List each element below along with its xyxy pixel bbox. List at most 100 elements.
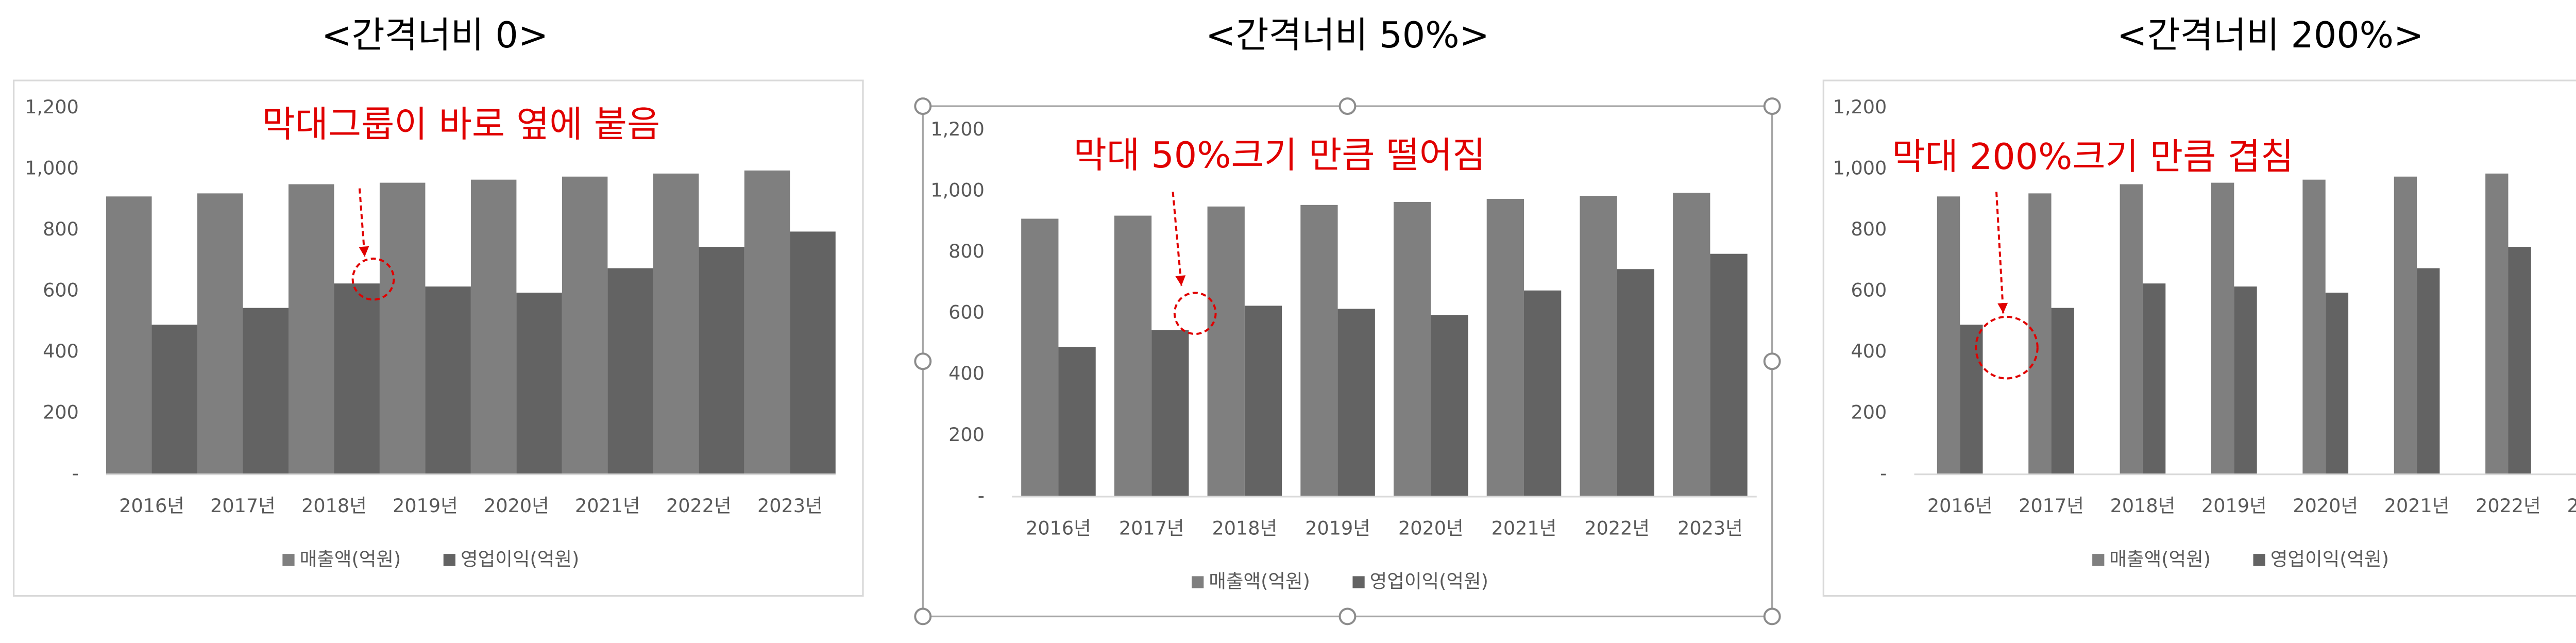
bar	[607, 268, 653, 475]
bar	[2234, 286, 2257, 475]
bar	[562, 176, 608, 475]
bar	[106, 196, 152, 475]
bar	[1207, 206, 1245, 497]
y-tick-label: 600	[1851, 279, 1887, 301]
x-tick-label: 2018년	[1212, 517, 1278, 539]
selection-handle	[1763, 97, 1781, 115]
annotation-circle	[1975, 315, 2039, 380]
bar	[790, 231, 836, 475]
x-tick-label: 2016년	[119, 495, 184, 517]
y-tick-label: -	[72, 462, 79, 484]
bar	[2417, 268, 2440, 475]
annotation: 막대 50%크기 만큼 떨어짐	[1074, 134, 1485, 176]
annotation: 막대그룹이 바로 옆에 붙음	[262, 104, 660, 145]
annotation-arrowhead	[1175, 275, 1186, 286]
bar	[1393, 201, 1431, 497]
x-tick-label: 2023년	[1677, 517, 1743, 539]
bar	[653, 173, 699, 475]
y-tick-label: 800	[1851, 218, 1887, 240]
bar	[1058, 347, 1096, 497]
bar	[243, 308, 289, 475]
x-tick-label: 2023년	[757, 495, 823, 517]
y-tick-label: 1,200	[25, 96, 79, 118]
bar	[2028, 193, 2052, 475]
y-tick-label: 800	[948, 240, 985, 262]
x-tick-label: 2019년	[1305, 517, 1370, 539]
x-tick-label: 2016년	[1026, 517, 1091, 539]
annotation-circle	[1173, 292, 1217, 335]
legend-swatch	[443, 554, 456, 566]
selection-handle	[1338, 607, 1357, 625]
bar	[2485, 173, 2509, 475]
bar	[1486, 198, 1524, 497]
x-tick-label: 2022년	[666, 495, 732, 517]
bar	[1300, 205, 1338, 497]
bar	[744, 170, 790, 475]
x-tick-label: 2020년	[2293, 495, 2358, 517]
y-tick-label: 1,000	[25, 157, 79, 179]
x-tick-label: 2021년	[575, 495, 640, 517]
x-tick-label: 2016년	[1927, 495, 1993, 517]
bar	[379, 182, 426, 475]
annotation-arrow	[1995, 192, 2005, 314]
legend-swatch	[2253, 554, 2265, 566]
bar	[470, 179, 517, 475]
x-tick-label: 2020년	[1398, 517, 1464, 539]
bar	[2394, 176, 2417, 475]
bar	[425, 286, 471, 475]
legend-swatch	[1192, 576, 1204, 588]
y-tick-label: -	[978, 484, 985, 506]
y-tick-label: 800	[43, 218, 79, 240]
bar	[2120, 184, 2143, 475]
x-tick-label: 2018년	[2110, 495, 2176, 517]
legend-swatch	[1352, 576, 1365, 588]
y-tick-label: 1,200	[930, 118, 985, 140]
selection-handle	[1338, 97, 1357, 115]
legend-label: 매출액(억원)	[1209, 570, 1310, 592]
x-tick-label: 2022년	[1584, 517, 1650, 539]
x-tick-label: 2022년	[2476, 495, 2541, 517]
legend-label: 영업이익(억원)	[2270, 548, 2389, 570]
annotation-arrowhead	[1997, 302, 2008, 314]
y-tick-label: 400	[1851, 340, 1887, 362]
annotation-arrow	[1172, 192, 1183, 286]
legend-swatch	[282, 554, 295, 566]
bar	[1960, 325, 1983, 475]
bar	[1431, 315, 1468, 497]
x-tick-label: 2021년	[2384, 495, 2450, 517]
x-tick-label: 2019년	[2201, 495, 2267, 517]
y-tick-label: 200	[948, 424, 985, 446]
bar	[2211, 182, 2234, 475]
annotation-arrowhead	[359, 246, 369, 257]
selection-handle	[914, 97, 932, 115]
y-tick-label: -	[1880, 462, 1887, 484]
bar	[1151, 330, 1189, 497]
bar	[1937, 196, 1960, 475]
annotation-circle	[351, 257, 395, 301]
chart-title: <간격너비 0>	[321, 14, 548, 56]
annotation-arrow	[358, 188, 366, 257]
selection-handle	[1763, 352, 1781, 370]
legend-swatch	[2092, 554, 2105, 566]
bar	[2325, 292, 2349, 475]
legend-label: 매출액(억원)	[2109, 548, 2211, 570]
y-tick-label: 1,000	[930, 179, 985, 201]
legend-label: 매출액(억원)	[300, 548, 401, 570]
bar	[288, 184, 334, 475]
bar	[1337, 309, 1375, 497]
bar	[1580, 196, 1617, 497]
bar	[2508, 247, 2531, 475]
legend-label: 영업이익(억원)	[461, 548, 579, 570]
x-tick-label: 2017년	[210, 495, 276, 517]
x-tick-label: 2017년	[2019, 495, 2084, 517]
y-tick-label: 1,200	[1833, 96, 1887, 118]
bar	[1114, 215, 1152, 497]
bar	[151, 325, 198, 475]
bar	[1021, 218, 1059, 497]
y-tick-label: 1,000	[1833, 157, 1887, 179]
bar	[1673, 193, 1710, 497]
y-tick-label: 200	[1851, 401, 1887, 424]
y-tick-label: 400	[43, 340, 79, 362]
